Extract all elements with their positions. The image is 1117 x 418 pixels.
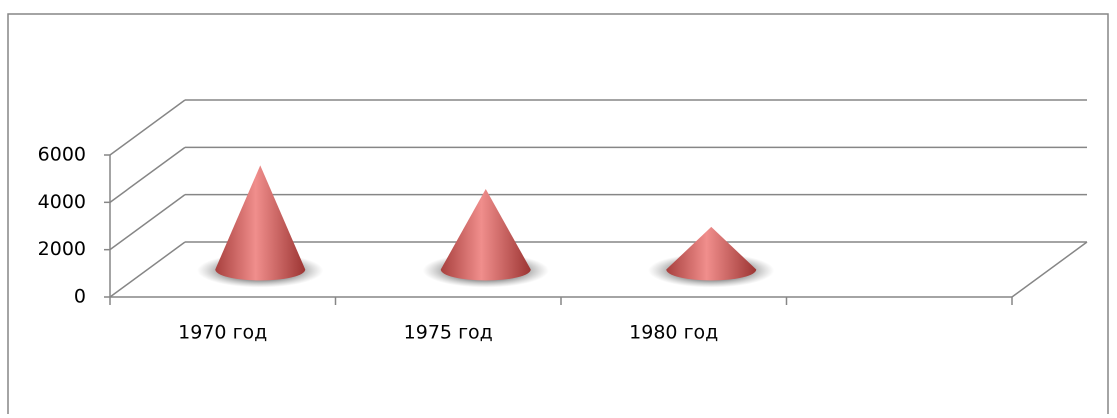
grid-line-side bbox=[109, 241, 186, 298]
x-tick-label: 1970 год bbox=[178, 322, 267, 344]
x-tick-label: 1980 год bbox=[629, 322, 718, 344]
grid-line-side bbox=[109, 99, 186, 156]
cone bbox=[440, 189, 531, 281]
cone bbox=[666, 226, 757, 281]
cone bbox=[215, 165, 306, 281]
x-tick-label: 1975 год bbox=[404, 322, 493, 344]
floor-right bbox=[1011, 241, 1088, 298]
y-tick-label: 6000 bbox=[38, 144, 86, 166]
y-tick-label: 2000 bbox=[38, 238, 86, 260]
y-tick-label: 4000 bbox=[38, 191, 86, 213]
grid-line-side bbox=[109, 194, 186, 251]
y-tick-label: 0 bbox=[74, 286, 86, 308]
chart-border bbox=[7, 13, 1109, 418]
grid-line-side bbox=[109, 146, 186, 203]
